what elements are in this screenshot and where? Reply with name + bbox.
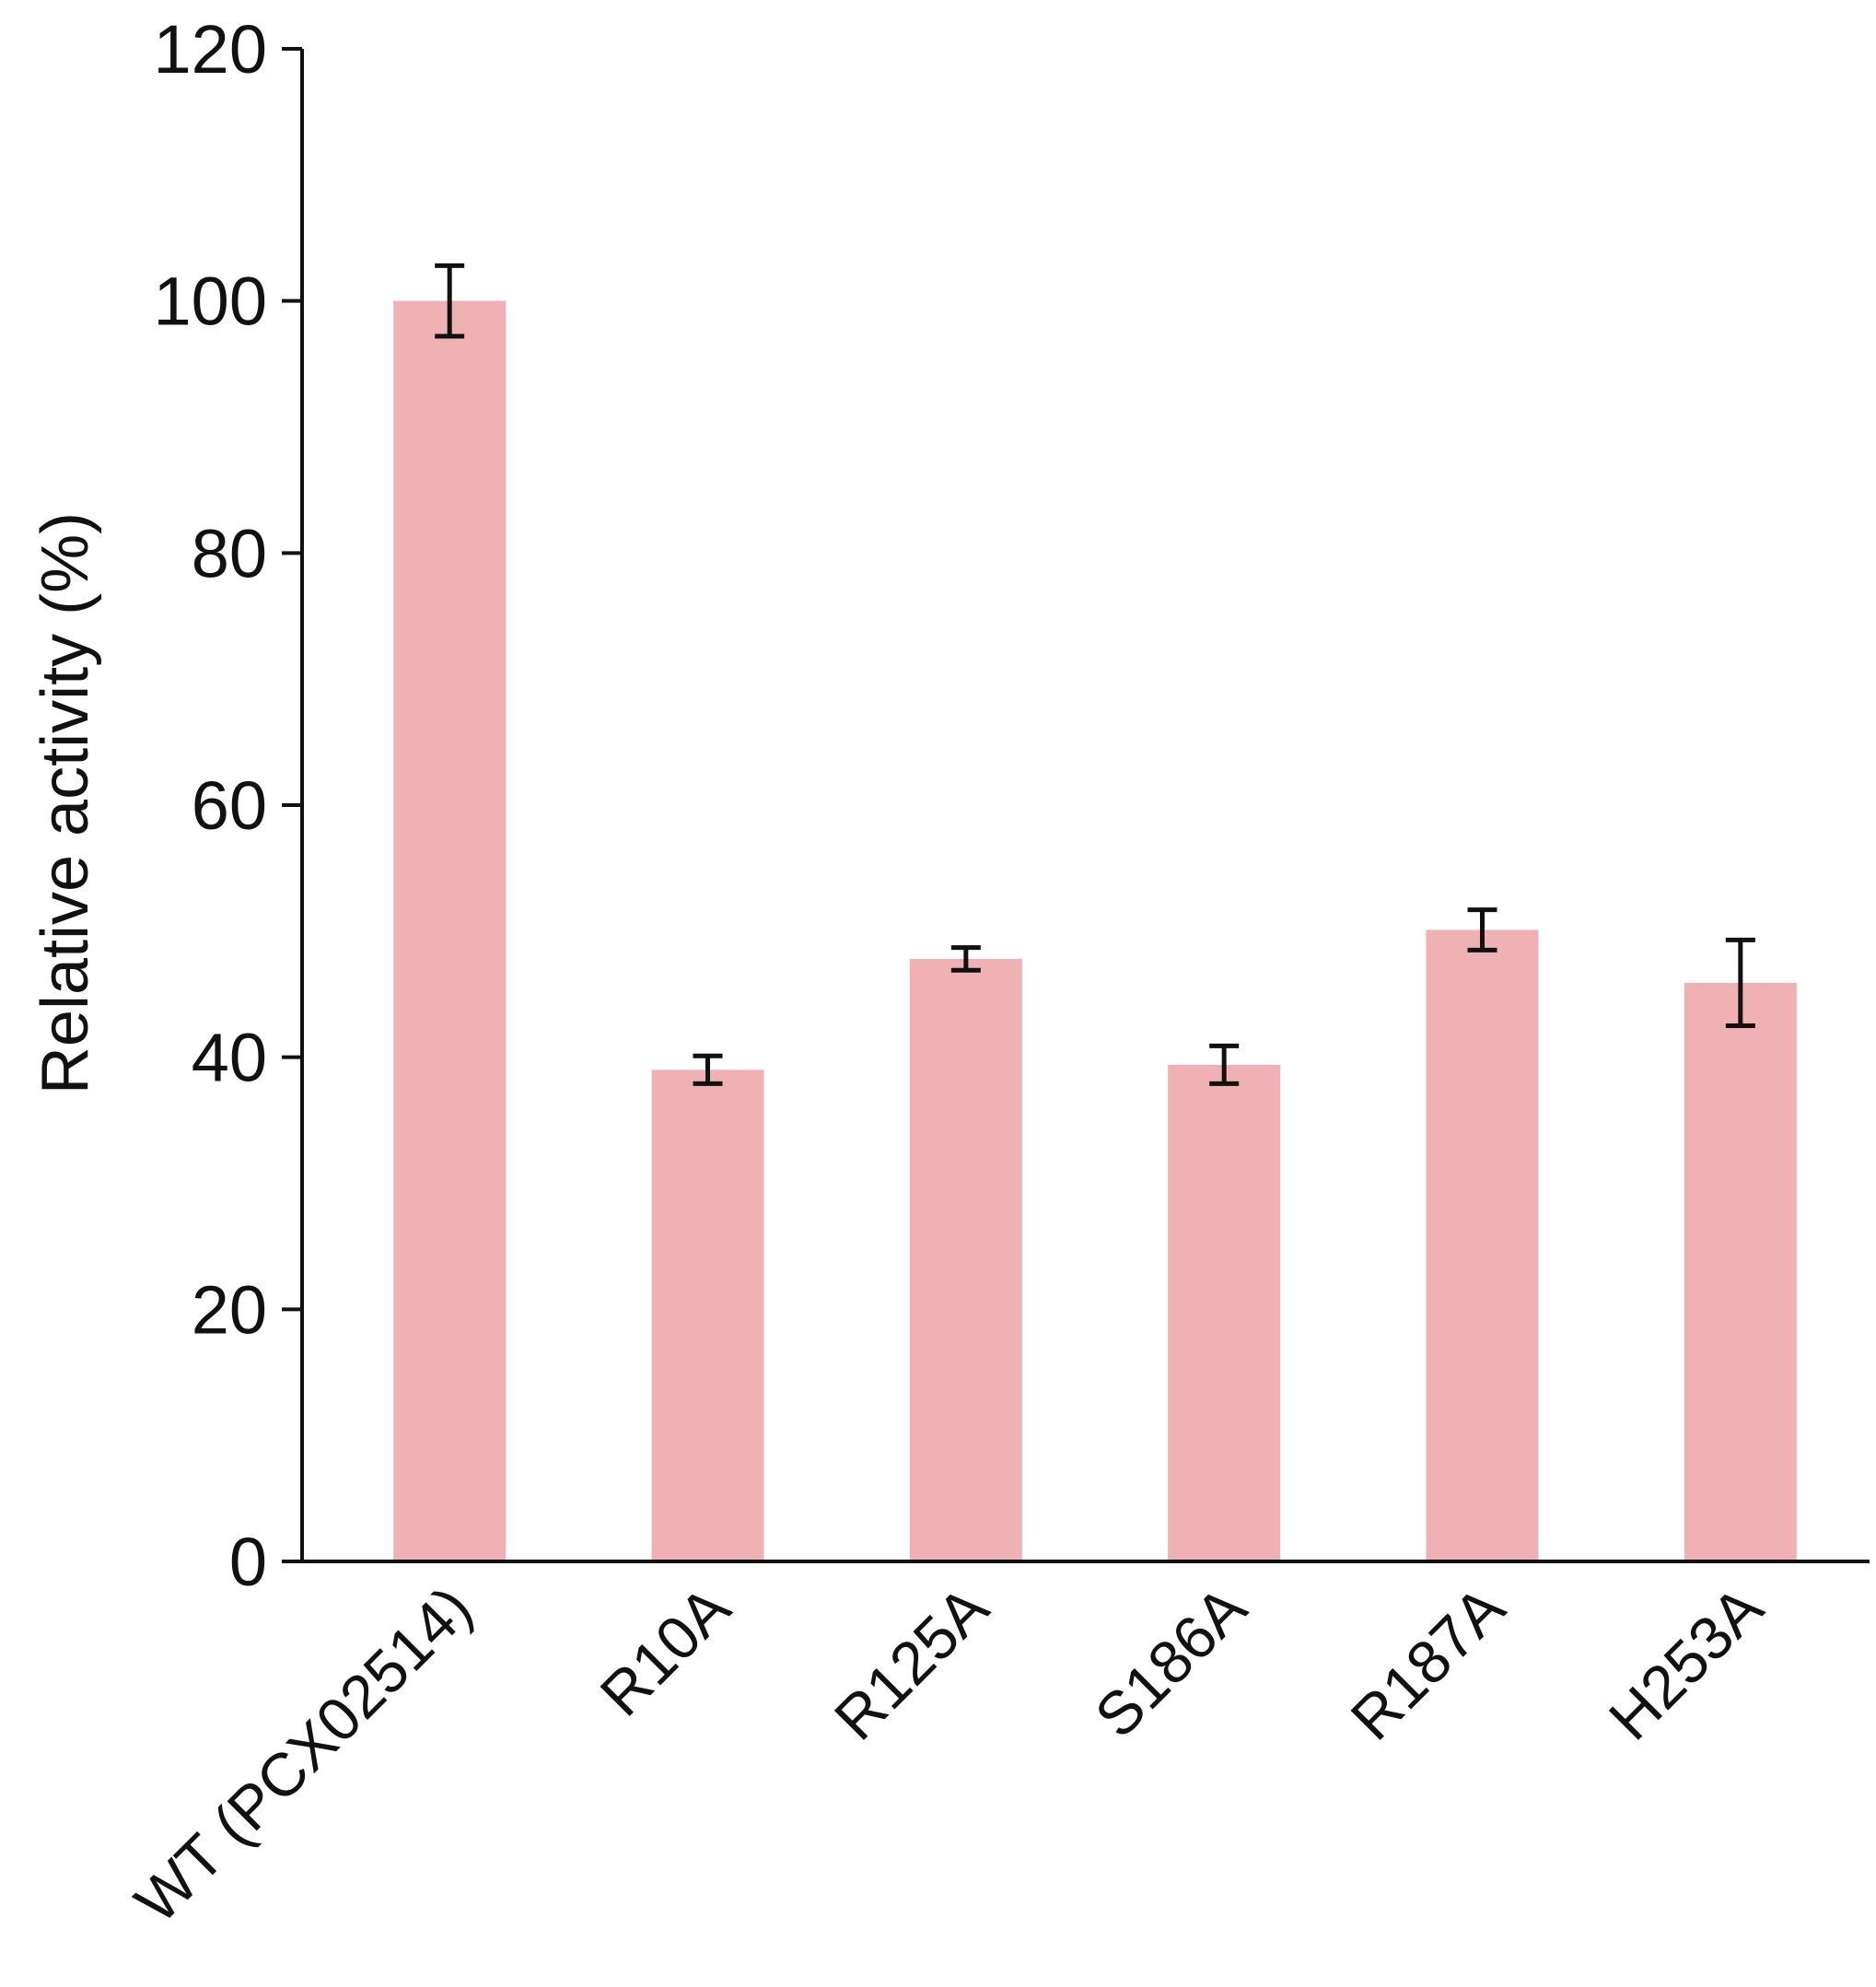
x-labels-group: WT (PCX02514) R10A R125A S186A R187A H253A xyxy=(122,1573,1775,1936)
x-tick-label: R10A xyxy=(587,1573,742,1729)
y-tick-label: 120 xyxy=(154,11,267,88)
bar xyxy=(1426,929,1539,1560)
x-tick-label: R187A xyxy=(1337,1573,1517,1753)
error-bars-group xyxy=(435,263,1755,1086)
x-tick-label: H253A xyxy=(1596,1573,1776,1753)
x-tick-label: S186A xyxy=(1082,1573,1259,1750)
bar xyxy=(909,958,1022,1560)
bar xyxy=(1684,982,1797,1560)
axes-group xyxy=(300,49,1870,1563)
bar xyxy=(1168,1064,1281,1560)
y-tick-label: 0 xyxy=(229,1524,267,1600)
y-axis-title: Relative activity (%) xyxy=(29,512,102,1094)
bar xyxy=(651,1069,764,1560)
x-tick-label: WT (PCX02514) xyxy=(122,1573,484,1936)
y-tick-label: 80 xyxy=(192,515,267,591)
bar xyxy=(393,300,507,1560)
y-tick-label: 100 xyxy=(154,263,267,340)
y-tick-label: 60 xyxy=(192,767,267,844)
x-tick-label: R125A xyxy=(821,1573,1001,1753)
y-ticks-group: 0 20 40 60 80 100 120 xyxy=(154,11,302,1600)
y-tick-label: 40 xyxy=(192,1020,267,1096)
y-tick-label: 20 xyxy=(192,1271,267,1348)
bars-group xyxy=(393,300,1797,1560)
